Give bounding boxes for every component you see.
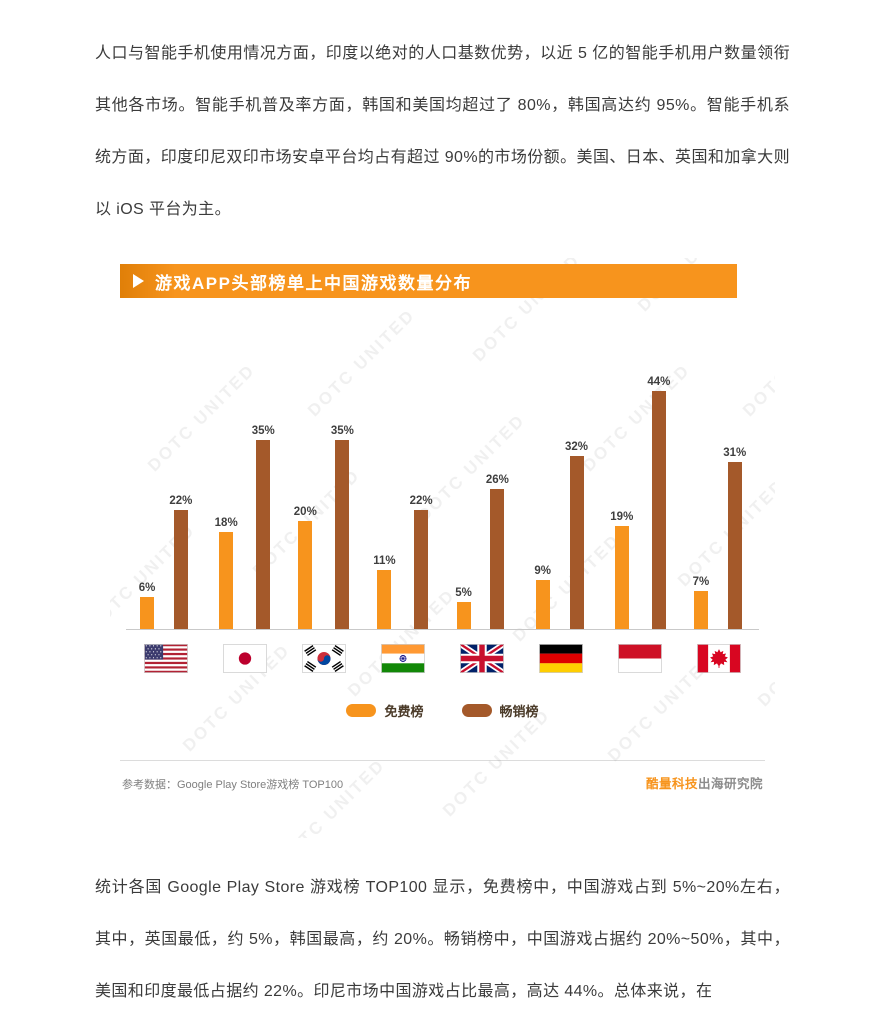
chart-title: 游戏APP头部榜单上中国游戏数量分布 <box>155 273 472 293</box>
brand-name: 酷量科技 <box>645 777 698 791</box>
legend-label: 免费榜 <box>384 704 424 719</box>
bar-group: 5% 26% <box>443 320 522 629</box>
bar-groups: 6% 22% 18% 35% 20% 35% 11% 22% 5% 26% 9% 32% 19% 44% 7… <box>126 320 759 630</box>
chart-figure: DOTC UNITED DOTC UNITED DOTC UNITED DOTC UN… <box>110 258 775 838</box>
bar-value-label: 19% <box>610 511 634 524</box>
bar-value-label: 5% <box>455 587 472 599</box>
legend-item: 畅销榜 <box>461 701 539 720</box>
bar <box>727 461 742 629</box>
bar-value-label: 20% <box>293 506 317 518</box>
bar-chart: 6% 22% 18% 35% 20% 35% 11% 22% 5% 26% 9% 32% 19% 44% 7… <box>126 320 759 673</box>
bar-wrap: 22% <box>169 320 192 629</box>
bar-value-label: 9% <box>534 565 551 578</box>
play-triangle-icon <box>133 274 144 288</box>
bar-group: 11% 22% <box>363 320 442 629</box>
chart-footer: 参考数据：Google Play Store游戏榜 TOP100 酷量科技出海研… <box>110 761 775 792</box>
flag-jp-icon <box>222 644 267 673</box>
bar-group: 20% 35% <box>284 320 363 629</box>
bar-value-label: 18% <box>214 516 238 529</box>
bar-value-label: 31% <box>723 446 747 459</box>
bar-wrap: 20% <box>294 320 317 629</box>
legend-label: 畅销榜 <box>499 704 539 719</box>
bar <box>569 456 584 629</box>
flag-us-icon <box>143 644 188 673</box>
paragraph-top: 人口与智能手机使用情况方面，印度以绝对的人口基数优势，以近 5 亿的智能手机用户… <box>95 45 790 218</box>
flag-in-icon <box>381 644 425 673</box>
bar <box>140 596 155 629</box>
bar-value-label: 32% <box>564 441 589 454</box>
paragraph-bottom: 统计各国 Google Play Store 游戏榜 TOP100 显示，免费榜… <box>95 879 790 1000</box>
bar <box>377 569 392 629</box>
bar-value-label: 22% <box>169 495 193 508</box>
flags-row <box>126 644 759 673</box>
flag-ca-icon <box>697 644 742 673</box>
bar <box>173 510 188 629</box>
bar-wrap: 26% <box>486 320 509 629</box>
bar-wrap: 6% <box>138 320 156 629</box>
bar-group: 9% 32% <box>522 320 601 629</box>
brand-label: 酷量科技出海研究院 <box>646 773 763 792</box>
flag-de-icon <box>539 644 583 673</box>
bar <box>490 488 505 629</box>
chart-title-banner: 游戏APP头部榜单上中国游戏数量分布 <box>120 264 737 298</box>
bar-value-label: 6% <box>138 581 156 594</box>
bar-wrap: 22% <box>410 320 433 629</box>
bar-value-label: 22% <box>409 495 433 508</box>
bar-wrap: 19% <box>610 320 633 629</box>
bar-group: 18% 35% <box>205 320 284 629</box>
bar-group: 6% 22% <box>126 320 205 629</box>
flag-kr-icon <box>302 644 346 673</box>
flag-id-icon <box>618 644 663 673</box>
bar-wrap: 35% <box>331 320 354 629</box>
bar-wrap: 44% <box>647 320 670 629</box>
bar-value-label: 11% <box>373 554 396 567</box>
bar-group: 7% 31% <box>680 320 759 629</box>
bar-wrap: 35% <box>252 320 275 629</box>
bar <box>256 440 271 629</box>
data-source-note: 参考数据：Google Play Store游戏榜 TOP100 <box>122 779 344 791</box>
bar-wrap: 18% <box>215 320 238 629</box>
footer-divider <box>120 760 765 761</box>
bar <box>335 440 350 629</box>
bar-value-label: 35% <box>330 425 354 437</box>
legend-swatch <box>346 704 377 717</box>
legend-item: 免费榜 <box>346 701 424 720</box>
bar <box>535 580 550 629</box>
bar <box>614 526 629 629</box>
bar-wrap: 5% <box>455 320 472 629</box>
bar-group: 19% 44% <box>601 320 680 629</box>
bar <box>456 602 471 629</box>
bar-wrap: 32% <box>565 320 588 629</box>
bar <box>414 510 429 629</box>
bar-wrap: 31% <box>723 320 746 629</box>
bar-wrap: 9% <box>534 320 551 629</box>
bar <box>298 521 313 629</box>
bar-wrap: 7% <box>692 320 710 629</box>
bar-value-label: 26% <box>485 473 509 486</box>
legend-swatch <box>461 704 492 717</box>
bar-wrap: 11% <box>373 320 396 629</box>
chart-legend: 免费榜 畅销榜 <box>110 701 775 720</box>
bar <box>219 531 234 629</box>
bar-value-label: 35% <box>251 425 275 437</box>
bar-value-label: 44% <box>647 376 671 389</box>
brand-suffix: 出海研究院 <box>697 777 763 791</box>
bar <box>693 591 708 629</box>
bar <box>651 391 666 629</box>
bar-value-label: 7% <box>692 576 710 589</box>
flag-gb-icon <box>460 644 505 673</box>
